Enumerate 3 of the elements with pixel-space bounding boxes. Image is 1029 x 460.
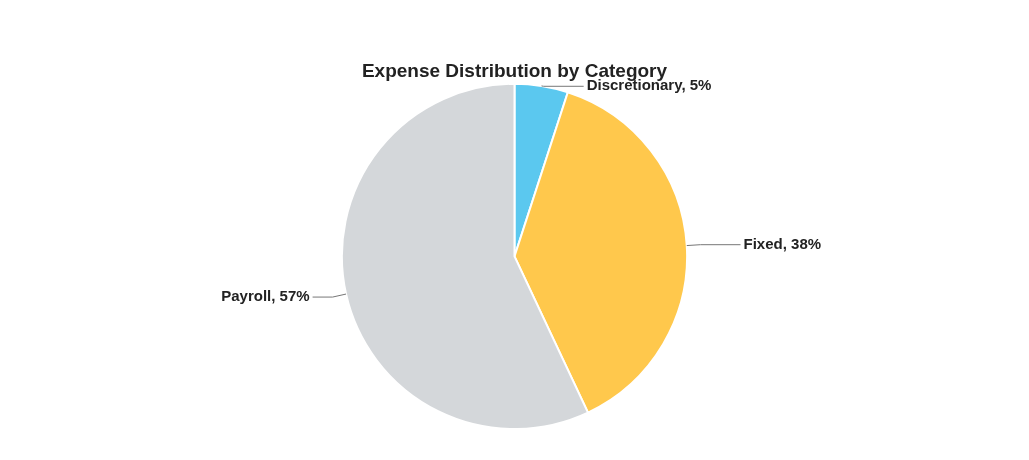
slice-label: Payroll, 57%: [221, 287, 310, 305]
slice-label: Fixed, 38%: [743, 234, 822, 252]
chart-title: Expense Distribution by Category: [361, 59, 668, 81]
